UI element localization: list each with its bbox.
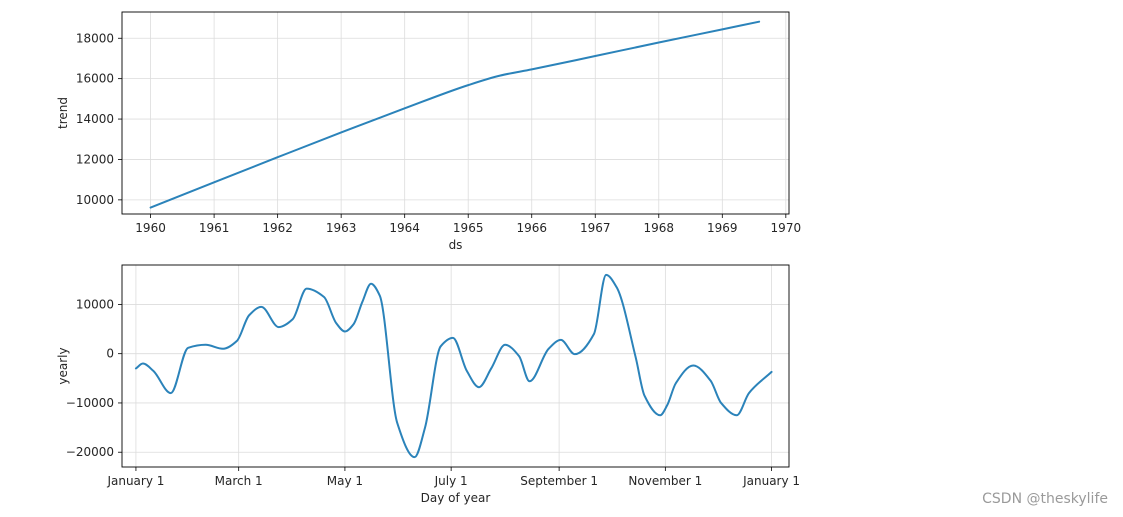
yearly-xtick-label: January 1 [742,474,800,488]
trend-series-line [149,20,761,209]
trend-xtick-label: 1960 [135,221,166,235]
yearly-xtick-label: November 1 [628,474,702,488]
trend-ytick-label: 12000 [76,152,114,166]
yearly-ytick-label: 10000 [76,297,114,311]
trend-ytick-label: 18000 [76,31,114,45]
yearly-xlabel: Day of year [421,491,491,505]
yearly-xtick-label: March 1 [215,474,263,488]
yearly-ytick-label: −20000 [66,445,114,459]
yearly-xtick-label: January 1 [106,474,164,488]
trend-chart: 1960 1961 1962 1963 1964 1965 1966 1967 1968 1969… [56,11,802,252]
trend-ytick-label: 16000 [76,72,114,86]
yearly-plot-area [122,265,789,467]
yearly-ylabel: yearly [56,347,70,384]
yearly-xtick-label: July 1 [434,474,468,488]
watermark-text: CSDN @theskylife [982,491,1108,507]
trend-xlabel: ds [449,238,463,252]
trend-plot-area [122,12,789,214]
trend-xtick-label: 1966 [516,221,547,235]
trend-xtick-label: 1970 [771,221,802,235]
trend-xtick-label: 1965 [453,221,484,235]
yearly-ytick-label: −10000 [66,396,114,410]
yearly-xtick-label: May 1 [327,474,363,488]
yearly-xtick-label: September 1 [520,474,598,488]
trend-xtick-label: 1963 [326,221,357,235]
trend-ylabel: trend [56,97,70,129]
yearly-series-line [134,273,773,459]
trend-xtick-label: 1964 [389,221,420,235]
trend-xtick-label: 1967 [580,221,611,235]
trend-xtick-label: 1962 [262,221,293,235]
yearly-ytick-label: 0 [106,347,114,361]
trend-xtick-label: 1968 [644,221,675,235]
trend-ytick-label: 14000 [76,112,114,126]
trend-xtick-label: 1961 [199,221,230,235]
trend-ytick-label: 10000 [76,193,114,207]
trend-xtick-label: 1969 [707,221,738,235]
trend-axes-frame [121,11,790,215]
yearly-chart: January 1 March 1 May 1 July 1 September 1 No… [56,264,800,505]
yearly-axes-frame [121,264,790,468]
